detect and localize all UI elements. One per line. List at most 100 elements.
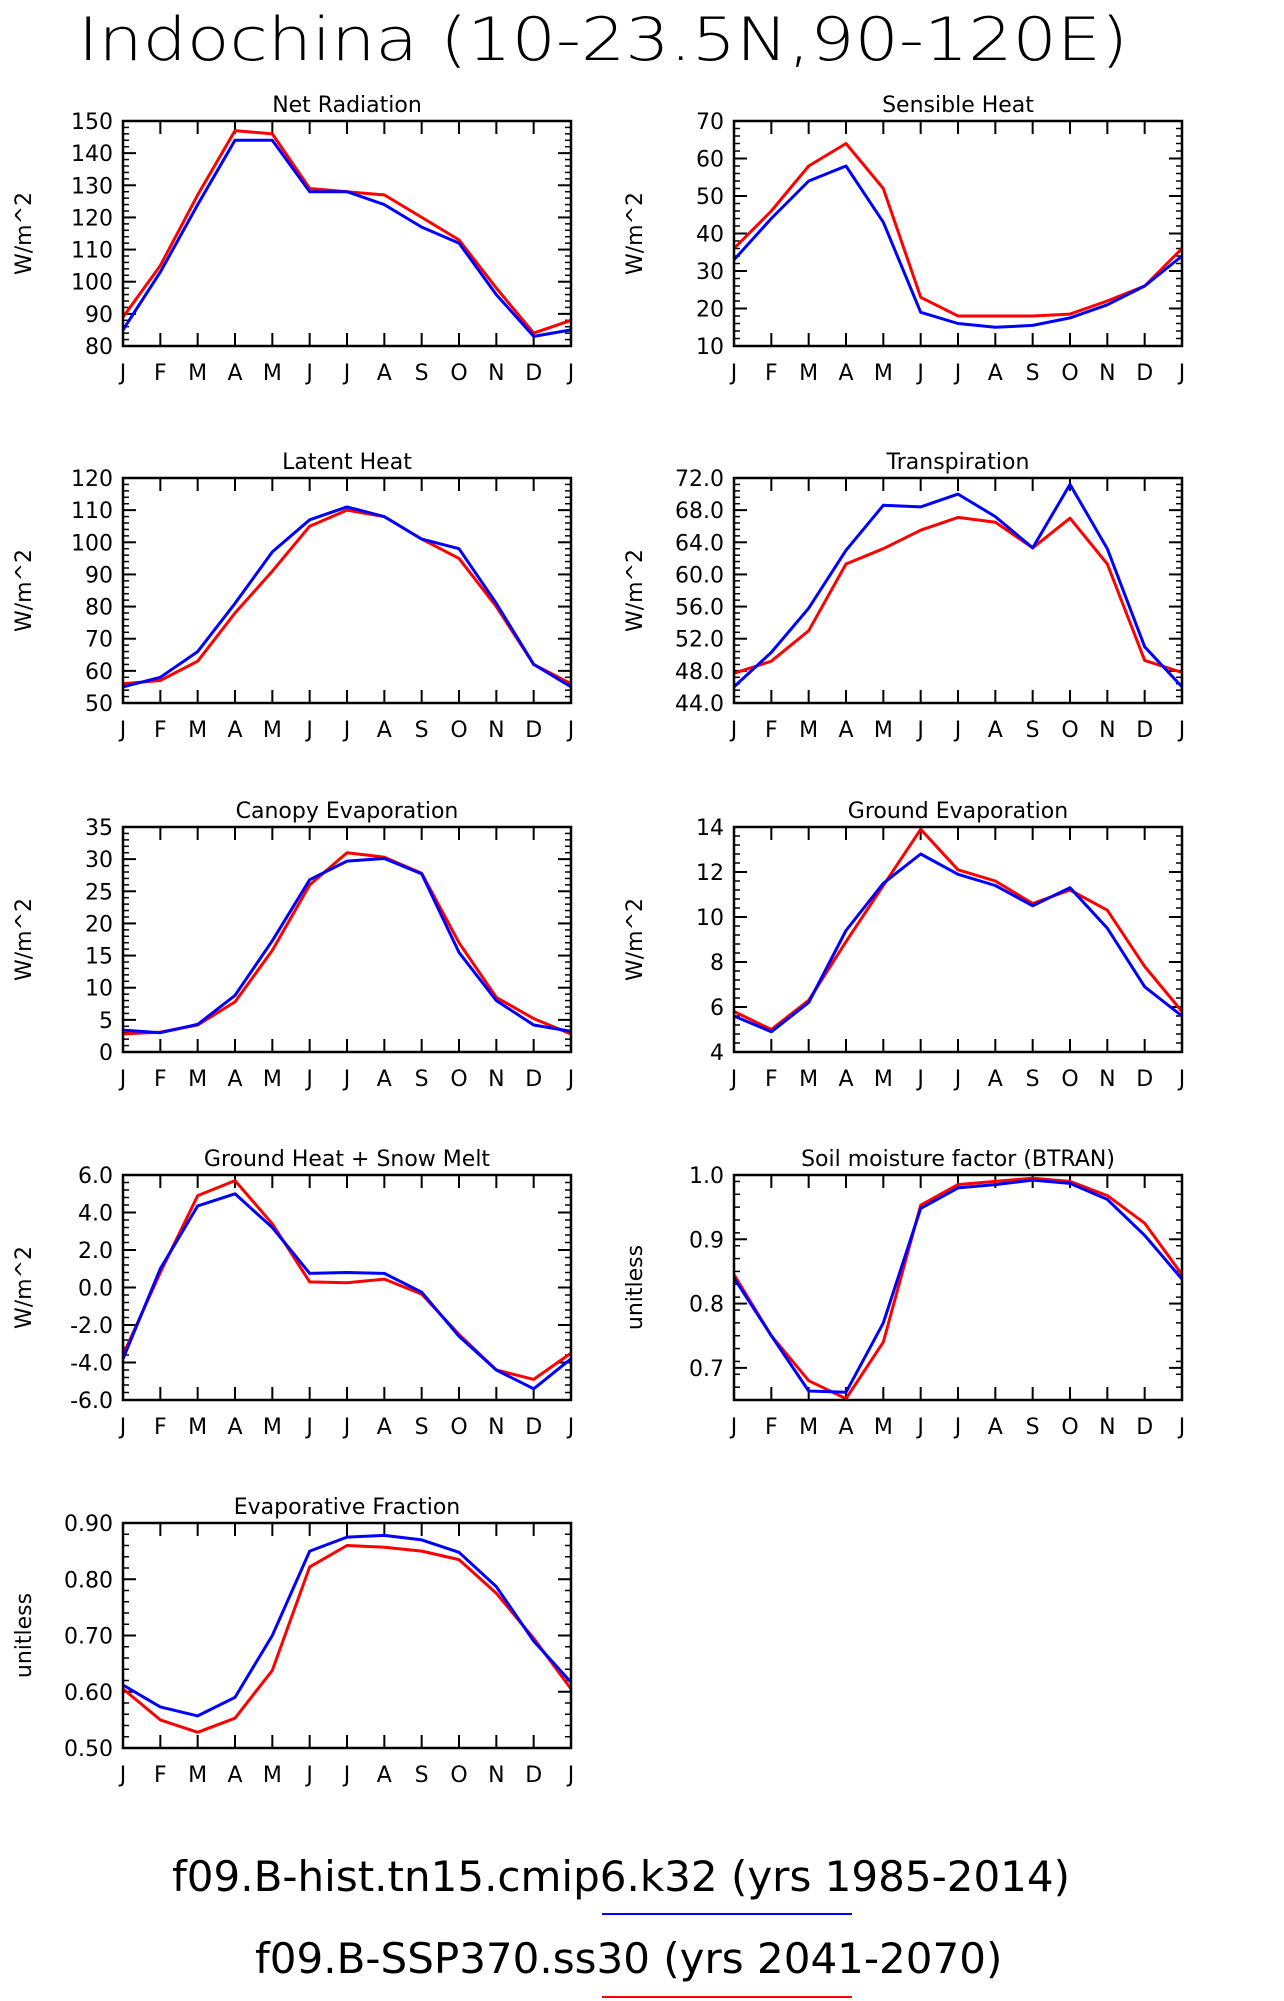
y-tick-label: 90 [85, 563, 113, 588]
x-tick-label: D [525, 361, 542, 386]
x-tick-label: J [342, 361, 351, 386]
x-tick-label: F [154, 1067, 167, 1092]
x-tick-label: O [450, 1415, 467, 1440]
x-tick-label: J [118, 1763, 127, 1788]
y-tick-label: 70 [696, 110, 724, 135]
y-tick-label: 0.80 [64, 1568, 113, 1593]
plot-frame [732, 825, 1184, 1054]
x-tick-label: M [874, 718, 893, 743]
y-tick-label: 60 [85, 660, 113, 685]
y-tick-label: 2.0 [78, 1239, 113, 1264]
y-axis-label: W/m^2 [12, 192, 37, 275]
x-tick-label: N [1099, 1415, 1115, 1440]
x-tick-label: A [988, 361, 1003, 386]
x-tick-label: M [799, 361, 818, 386]
y-axis-label: W/m^2 [12, 1246, 37, 1329]
main-title-svg: Indochina (10-23.5N,90-120E) [78, 5, 1128, 75]
x-tick-label: J [342, 1763, 351, 1788]
x-tick-label: A [838, 718, 853, 743]
y-tick-label: 12 [696, 861, 724, 886]
x-tick-label: S [1026, 1415, 1040, 1440]
x-tick-label: J [342, 1067, 351, 1092]
x-tick-label: J [304, 361, 313, 386]
y-tick-label: 48.0 [675, 660, 724, 685]
x-tick-label: S [1026, 1067, 1040, 1092]
y-tick-label: 4 [710, 1041, 724, 1066]
x-tick-label: A [838, 361, 853, 386]
x-tick-label: J [304, 1763, 313, 1788]
chart-svg: Transpiration W/m^2 44.0 48.0 52.0 56.0 60.0 64… [623, 450, 1185, 743]
y-tick-label: 150 [71, 110, 113, 135]
x-tick-label: J [304, 718, 313, 743]
y-tick-label: 0.50 [64, 1737, 113, 1762]
x-tick-label: O [450, 718, 467, 743]
y-tick-label: 0.7 [689, 1357, 724, 1382]
x-tick-label: M [263, 1763, 282, 1788]
y-tick-label: 100 [71, 531, 113, 556]
plot-frame [732, 476, 1184, 705]
x-tick-label: J [915, 718, 924, 743]
plot-frame [121, 1521, 573, 1750]
x-tick-label: A [377, 1067, 392, 1092]
y-axis-label: W/m^2 [623, 898, 648, 981]
x-tick-label: F [765, 1415, 778, 1440]
x-tick-label: F [765, 1067, 778, 1092]
x-tick-label: J [566, 1415, 575, 1440]
chart-panel: Latent Heat W/m^2 50 60 70 80 90 100 110 120 J F M A M… [12, 438, 601, 757]
x-tick-label: J [118, 718, 127, 743]
x-tick-label: A [377, 718, 392, 743]
x-tick-label: M [188, 1415, 207, 1440]
x-tick-label: N [1099, 361, 1115, 386]
x-tick-label: J [118, 1415, 127, 1440]
x-tick-label: A [377, 1415, 392, 1440]
series-line-ssp370 [733, 515, 1183, 675]
x-tick-label: M [263, 1067, 282, 1092]
y-axis-label: unitless [12, 1593, 37, 1678]
chart-panel: Transpiration W/m^2 44.0 48.0 52.0 56.0 60.0 64… [623, 438, 1212, 757]
x-tick-label: J [342, 718, 351, 743]
series-line-hist [732, 482, 1184, 689]
plot-frame [121, 1173, 573, 1402]
y-tick-label: 60.0 [675, 563, 724, 588]
series-line-hist [121, 1192, 572, 1391]
series-line-ssp370 [733, 827, 1184, 1031]
y-tick-label: 68.0 [675, 499, 724, 524]
y-tick-label: 60 [696, 148, 724, 173]
x-tick-label: F [765, 361, 778, 386]
x-tick-label: M [188, 1067, 207, 1092]
chart-title: Ground Evaporation [848, 799, 1068, 824]
x-tick-label: M [799, 1067, 818, 1092]
y-tick-label: 56.0 [675, 596, 724, 621]
chart-panel: Canopy Evaporation W/m^2 0 5 10 15 20 25 30 35 J F M… [12, 787, 601, 1106]
x-tick-label: J [304, 1067, 313, 1092]
x-tick-label: J [953, 718, 962, 743]
y-tick-label: 0 [99, 1041, 113, 1066]
y-tick-label: 6.0 [78, 1164, 113, 1189]
x-tick-label: S [1026, 361, 1040, 386]
y-tick-label: 10 [696, 335, 724, 360]
x-tick-label: N [488, 361, 504, 386]
x-tick-label: A [988, 1067, 1003, 1092]
x-tick-label: D [525, 1415, 542, 1440]
y-tick-label: 90 [85, 303, 113, 328]
x-tick-label: S [415, 718, 429, 743]
x-tick-label: J [118, 361, 127, 386]
series-line-hist [122, 857, 572, 1035]
plot-frame [121, 476, 573, 705]
series-line-ssp370 [121, 1179, 572, 1381]
main-title: Indochina (10-23.5N,90-120E) [0, 2, 1284, 76]
plot-frame [121, 825, 573, 1054]
plot-frame [732, 1173, 1184, 1402]
y-tick-label: 35 [85, 816, 113, 841]
x-tick-label: S [415, 1415, 429, 1440]
series-line-ssp370 [732, 1176, 1184, 1401]
legend-ssp-line [602, 1996, 852, 1998]
y-tick-label: 6 [710, 996, 724, 1021]
series-line-hist [732, 1178, 1184, 1394]
y-tick-label: 50 [696, 185, 724, 210]
x-tick-label: N [488, 1415, 504, 1440]
x-tick-label: O [1061, 1415, 1078, 1440]
x-tick-label: M [263, 361, 282, 386]
x-tick-label: J [915, 1067, 924, 1092]
x-tick-label: J [118, 1067, 127, 1092]
